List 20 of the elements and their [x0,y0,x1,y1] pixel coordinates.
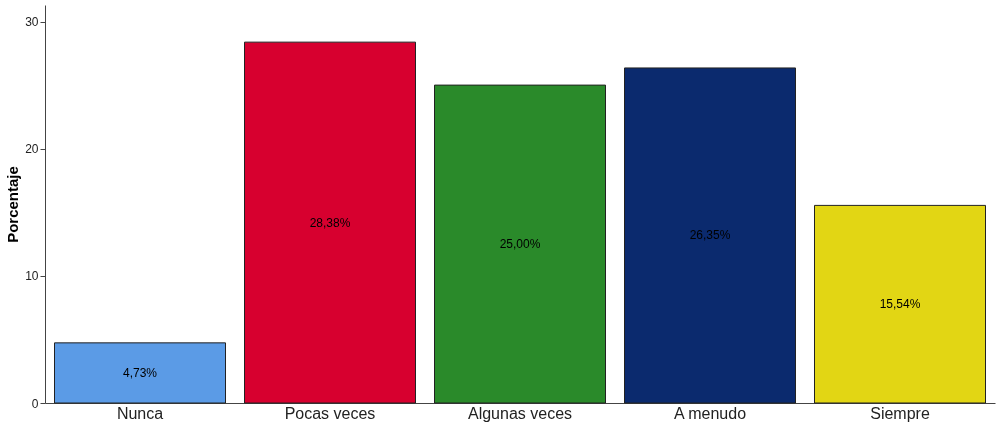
y-tick-label: 20 [25,142,39,157]
y-axis-title: Porcentaje [4,166,22,243]
data-label: 4,73% [122,365,158,380]
data-label: 28,38% [309,215,351,230]
bar [244,41,416,404]
data-label: 25,00% [499,237,541,252]
x-tick-label: A menudo [673,404,747,422]
y-tick-label: 10 [25,269,39,284]
bar [814,204,986,404]
y-tick-label: 30 [25,15,39,30]
x-tick-label: Siempre [870,404,930,422]
data-label: 26,35% [689,228,731,243]
y-tick-label: 0 [31,396,39,411]
x-tick-label: Nunca [116,404,164,422]
x-tick-label: Pocas veces [284,404,376,422]
bar [624,67,796,404]
data-label: 15,54% [879,297,921,312]
bar [434,84,606,404]
x-tick-label: Algunas veces [467,404,573,422]
bar [54,342,226,404]
